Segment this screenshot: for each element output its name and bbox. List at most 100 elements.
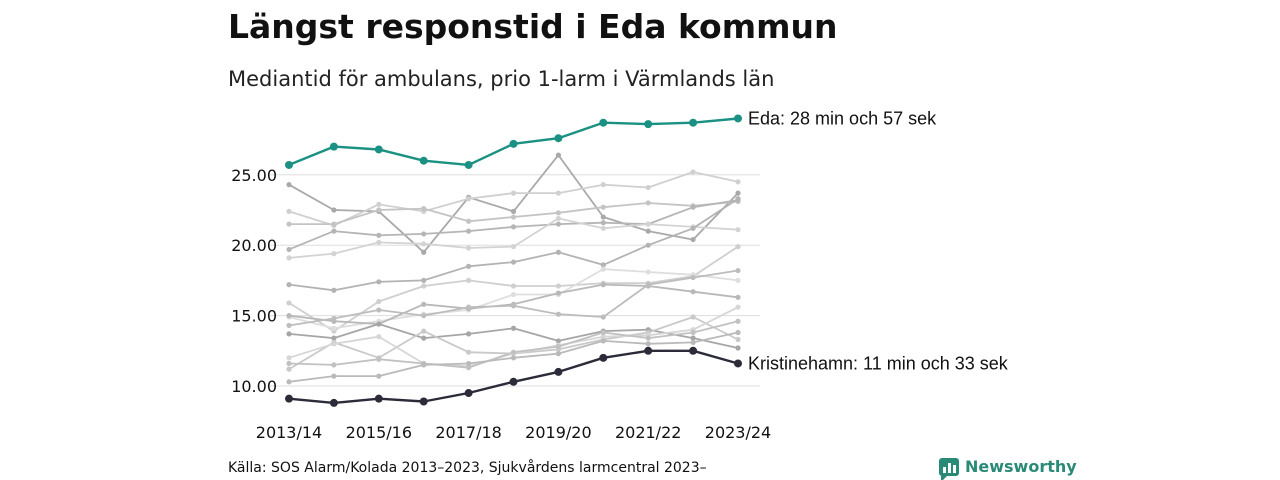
background-series-point: [421, 277, 427, 283]
eda-series-point: [464, 160, 473, 169]
background-series-point: [331, 207, 337, 213]
background-series-point: [735, 190, 741, 196]
kristinehamn-series-point: [689, 346, 698, 355]
background-series-point: [645, 335, 651, 341]
background-series-point: [600, 314, 606, 320]
background-series-point: [376, 307, 382, 313]
background-series-point: [555, 343, 562, 350]
y-tick-label: 10.00: [231, 377, 277, 396]
background-series-point: [376, 207, 382, 213]
eda-series-point: [644, 120, 653, 129]
background-series-point: [331, 325, 337, 331]
background-series-point: [600, 204, 606, 210]
background-series-point: [600, 338, 606, 344]
background-series-point: [735, 345, 741, 351]
background-series-point: [421, 301, 427, 307]
background-series-point: [600, 266, 606, 272]
eda-series-point: [509, 139, 518, 148]
background-series-point: [510, 224, 517, 230]
background-series-point: [286, 313, 292, 319]
kristinehamn-series-point: [599, 353, 608, 362]
background-series-point: [421, 283, 427, 289]
background-series-point: [331, 341, 337, 347]
background-series-point: [510, 283, 517, 289]
background-series-point: [510, 190, 517, 196]
background-series-point: [510, 208, 517, 215]
background-series-point: [286, 300, 292, 306]
x-tick-label: 2023/24: [705, 423, 771, 442]
kristinehamn-series-point: [509, 377, 518, 386]
background-series-point: [735, 304, 741, 310]
chart-subtitle: Mediantid för ambulans, prio 1-larm i Vä…: [228, 67, 774, 91]
background-series-point: [331, 228, 337, 234]
background-series-point: [466, 228, 472, 234]
background-series-point: [510, 259, 517, 265]
newsworthy-wordmark: Newsworthy: [965, 457, 1077, 476]
background-series: [286, 266, 741, 331]
background-series-point: [421, 335, 427, 341]
background-series-point: [331, 373, 337, 379]
background-series-point: [466, 349, 472, 355]
background-series-point: [600, 262, 606, 268]
background-series-point: [645, 221, 651, 227]
background-series-point: [421, 362, 427, 368]
background-series-point: [466, 304, 472, 310]
background-series-point: [376, 321, 382, 327]
background-series-point: [376, 201, 382, 207]
background-series-point: [645, 282, 651, 288]
background-series-point: [690, 204, 696, 210]
background-series-point: [690, 169, 696, 175]
background-series-point: [555, 215, 562, 222]
background-series-point: [286, 379, 292, 385]
background-series: [286, 267, 741, 329]
background-series-point: [555, 311, 562, 317]
end-labels: Eda: 28 min och 57 sek Kristinehamn: 11 m…: [748, 108, 1009, 373]
background-series-point: [645, 228, 651, 234]
source-note: Källa: SOS Alarm/Kolada 2013–2023, Sjukv…: [228, 459, 707, 476]
background-series-point: [331, 335, 337, 341]
background-series-point: [510, 325, 517, 331]
background-series-point: [735, 294, 741, 300]
background-series-point: [555, 338, 562, 344]
background-series-point: [421, 328, 427, 334]
background-series-point: [286, 355, 292, 361]
kristinehamn-series-point: [644, 346, 653, 355]
kristinehamn-series-point: [374, 394, 383, 403]
background-series-point: [466, 365, 472, 371]
background-series-point: [466, 277, 472, 283]
background-series-point: [690, 335, 696, 341]
background-series-point: [466, 331, 472, 337]
background-series-point: [331, 251, 337, 257]
background-series-point: [735, 318, 741, 324]
eda-series-point: [554, 134, 563, 143]
background-series-point: [421, 231, 427, 237]
background-series-point: [735, 196, 741, 202]
newsworthy-logo: Newsworthy: [939, 457, 1077, 480]
background-series-point: [421, 241, 427, 247]
background-series-point: [735, 329, 741, 336]
background-series-point: [286, 366, 292, 372]
background-series-point: [376, 279, 382, 285]
background-series-point: [555, 351, 562, 357]
background-series-point: [331, 221, 337, 227]
x-axis: 2013/14 2015/16 2017/18 2019/20 2021/22 2023/…: [256, 423, 771, 442]
background-series-point: [735, 179, 741, 185]
background-series-point: [735, 227, 741, 233]
background-series-point: [376, 334, 382, 340]
x-tick-label: 2015/16: [346, 423, 412, 442]
background-series-point: [600, 214, 606, 220]
chart-title: Längst responstid i Eda kommun: [228, 7, 837, 46]
background-series-point: [286, 282, 292, 288]
background-series-point: [555, 283, 562, 289]
background-series-point: [286, 246, 292, 253]
background-series-point: [466, 218, 472, 224]
background-series-point: [510, 214, 517, 220]
background-series: [286, 215, 741, 261]
y-tick-label: 25.00: [231, 166, 277, 185]
background-series-point: [690, 274, 696, 281]
eda-series-point: [599, 118, 608, 127]
background-series-point: [690, 314, 696, 320]
background-series-point: [600, 334, 606, 340]
background-series: [286, 169, 741, 229]
